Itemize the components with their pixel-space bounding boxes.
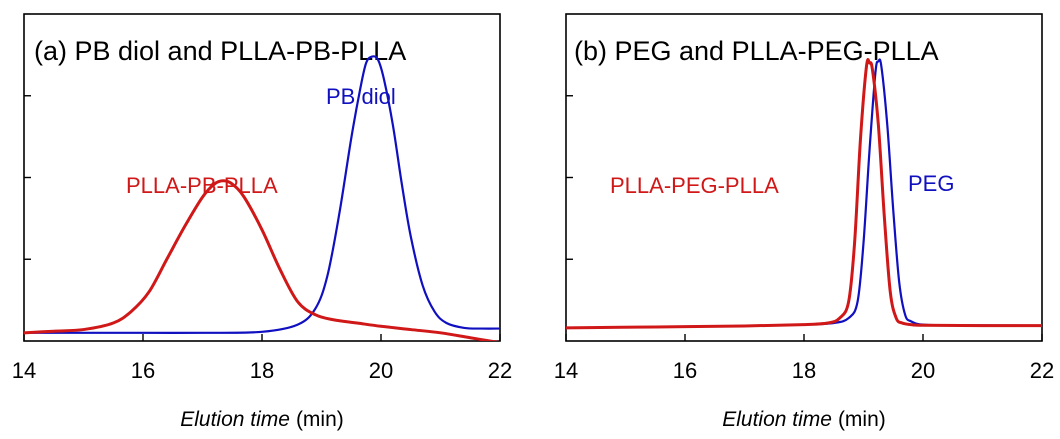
- panel-a-series: [24, 55, 500, 341]
- panel-b-xtick-label-18: 18: [792, 358, 816, 383]
- panel-b-title: (b) PEG and PLLA-PEG-PLLA: [574, 36, 939, 66]
- panel-a-xtick-label-20: 20: [369, 358, 393, 383]
- panel-b-series: [566, 58, 1042, 330]
- panel-b-tick-labels: 14 16 18 20 22: [554, 358, 1054, 383]
- panel-b-xlabel-italic: Elution time: [722, 408, 832, 431]
- panel-a-tick-labels: 14 16 18 20 22: [12, 358, 512, 383]
- panel-b-series-plla-peg-plla-line: [566, 58, 1042, 330]
- panel-b-xtick-label-14: 14: [554, 358, 578, 383]
- panel-a-series-pb-diol-line: [24, 55, 500, 334]
- panel-a-xlabel: Elution time (min): [180, 408, 344, 431]
- panel-a-xtick-label-22: 22: [488, 358, 512, 383]
- panel-b-ticks: [565, 95, 1043, 341]
- panel-a-series-plla-pb-plla-line: [24, 179, 500, 341]
- panel-b-xtick-label-22: 22: [1030, 358, 1054, 383]
- panel-a-xtick-label-14: 14: [12, 358, 36, 383]
- panel-b-xlabel-unit: (min): [838, 408, 886, 431]
- panel-a-xtick-label-18: 18: [250, 358, 274, 383]
- panel-b-label-peg: PEG: [908, 171, 954, 196]
- panel-a-label-plla-pb-plla: PLLA-PB-PLLA: [126, 173, 278, 198]
- panel-b-label-plla-peg-plla: PLLA-PEG-PLLA: [610, 173, 779, 198]
- panel-b: (b) PEG and PLLA-PEG-PLLA PEG PLLA-PEG-P…: [554, 13, 1054, 431]
- panel-a-title: (a) PB diol and PLLA-PB-PLLA: [34, 36, 406, 66]
- panel-b-xtick-label-20: 20: [911, 358, 935, 383]
- panel-b-xlabel: Elution time (min): [722, 408, 886, 431]
- panel-a: (a) PB diol and PLLA-PB-PLLA PB diol PLL…: [12, 13, 512, 431]
- panel-a-ticks: [23, 95, 501, 341]
- panel-a-xlabel-unit: (min): [296, 408, 344, 431]
- panel-b-xtick-label-16: 16: [673, 358, 697, 383]
- panel-a-xtick-label-16: 16: [131, 358, 155, 383]
- panel-a-xlabel-italic: Elution time: [180, 408, 290, 431]
